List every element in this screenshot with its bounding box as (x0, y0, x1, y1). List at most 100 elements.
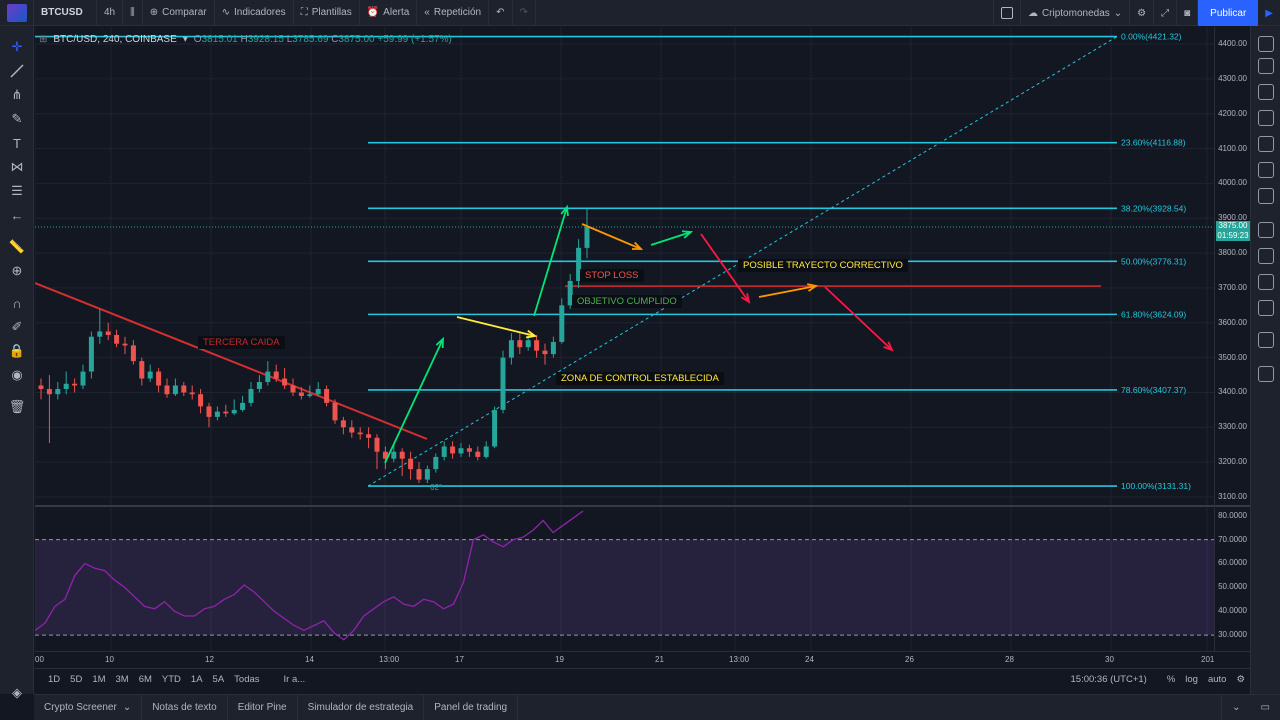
redo-button[interactable]: ↷ (513, 0, 536, 26)
candle-body (483, 446, 489, 457)
replay-button[interactable]: «Repetición (417, 0, 490, 26)
annotation-arrow-head (807, 283, 819, 292)
annotation-angle: 62° (430, 483, 443, 492)
legend-dropdown-icon[interactable]: ▾ (182, 34, 188, 45)
legend-symbol[interactable]: BTC/USD, 240, COINBASE (53, 34, 177, 45)
price-tick: 4300.00 (1218, 73, 1247, 83)
percent-toggle[interactable]: % (1166, 674, 1176, 685)
goto-date-button[interactable]: Ir a... (283, 674, 306, 685)
trash-icon[interactable]: 🗑 (8, 399, 26, 414)
chat-icon[interactable] (1258, 222, 1274, 238)
auto-toggle[interactable]: auto (1207, 674, 1227, 685)
tab-crypto-screener[interactable]: Crypto Screener ⌄ (34, 694, 143, 720)
play-circle-icon: ▶ (1265, 7, 1273, 19)
snapshot-button[interactable]: ◙ (1177, 0, 1199, 26)
layers-icon[interactable]: ◈ (12, 685, 22, 700)
indicators-button[interactable]: ∿ Indicadores (215, 0, 294, 26)
news-icon[interactable] (1258, 162, 1274, 178)
pattern-tool-icon[interactable]: ⋈ (10, 159, 24, 174)
market-dropdown[interactable]: ☁ Criptomonedas ⌄ (1021, 0, 1131, 26)
broadcast-icon[interactable] (1258, 274, 1274, 290)
interval-button[interactable]: 4h (97, 0, 124, 26)
range-3m[interactable]: 3M (115, 674, 129, 685)
templates-button[interactable]: ⛶ Plantillas (294, 0, 360, 26)
range-5d[interactable]: 5D (70, 674, 83, 685)
range-1d[interactable]: 1D (48, 674, 61, 685)
annotation-arrow-head (525, 329, 538, 339)
candle-body (466, 448, 472, 452)
text-tool-icon[interactable]: T (13, 135, 21, 151)
plus-circle-icon: ⊕ (149, 7, 159, 18)
fib-level-label: 38.20%(3928.54) (1121, 203, 1186, 213)
log-toggle[interactable]: log (1185, 674, 1198, 685)
ruler-tool-icon[interactable]: 📏 (8, 239, 26, 254)
range-1a[interactable]: 1A (190, 674, 203, 685)
legend-close: 3875.00 (338, 34, 375, 45)
tab-notas[interactable]: Notas de texto (142, 694, 228, 720)
logo[interactable] (0, 0, 34, 26)
play-button[interactable]: ▶ (1258, 0, 1280, 26)
symbol-search-button[interactable]: BTCUSD (34, 0, 97, 26)
time-tick: 12 (205, 655, 214, 664)
trend-line-tool-icon[interactable] (8, 62, 26, 80)
prediction-tool-icon[interactable]: ☰ (11, 183, 23, 198)
crosshair-tool-icon[interactable]: ✛ (11, 39, 23, 54)
watchlist-icon[interactable] (1258, 36, 1274, 52)
eye-icon[interactable]: ◉ (11, 367, 23, 382)
chart-settings-icon[interactable]: ⚙ (1236, 674, 1245, 685)
chart-legend: ⊞ BTC/USD, 240, COINBASE ▾ O3815.01 H392… (39, 34, 452, 45)
legend-toggle-icon[interactable]: ⊞ (39, 34, 48, 45)
rsi-axis[interactable]: 80.0000 70.0000 60.0000 50.0000 40.0000 30.00… (1214, 508, 1250, 651)
tab-panel-trading[interactable]: Panel de trading (424, 694, 519, 720)
order-panel-icon[interactable] (1258, 366, 1274, 382)
annotation-tercera-caida[interactable]: TERCERA CAIDA (198, 336, 285, 349)
annotation-zona[interactable]: ZONA DE CONTROL ESTABLECIDA (556, 372, 724, 385)
compare-button[interactable]: ⊕ Comparar (143, 0, 215, 26)
back-arrow-icon[interactable]: ← (10, 207, 24, 223)
undo-button[interactable]: ↶ (489, 0, 513, 26)
data-window-icon[interactable] (1258, 84, 1274, 100)
tab-simulador[interactable]: Simulador de estrategia (298, 694, 425, 720)
pitchfork-tool-icon[interactable]: ⋔ (11, 87, 23, 102)
redo-icon: ↷ (519, 7, 528, 18)
maximize-panel-button[interactable]: ▭ (1251, 695, 1280, 720)
candles-icon: ⫼ (130, 7, 135, 18)
fullscreen-button[interactable]: ⤢ (1154, 0, 1178, 26)
zoom-in-icon[interactable]: ⊕ (11, 263, 23, 278)
tab-editor-pine[interactable]: Editor Pine (228, 694, 298, 720)
chart-type-button[interactable]: ⫼ (123, 0, 143, 26)
collapse-panel-button[interactable]: ⌄ (1221, 694, 1250, 720)
messages-icon[interactable] (1258, 332, 1274, 348)
range-5a[interactable]: 5A (212, 674, 225, 685)
fib-level-label: 78.60%(3407.37) (1121, 385, 1186, 395)
layout-button[interactable] (992, 0, 1021, 26)
annotation-stop-loss[interactable]: STOP LOSS (580, 269, 644, 282)
range-ytd[interactable]: YTD (161, 674, 181, 685)
ideas-icon[interactable] (1258, 188, 1274, 204)
streams-icon[interactable] (1258, 248, 1274, 264)
chart-area[interactable]: 0.00%(4421.32) 23.60%(4116.88) 38.20%(3928… (35, 27, 1250, 694)
alert-button[interactable]: ⏰ Alerta (360, 0, 418, 26)
calendar-icon[interactable] (1258, 136, 1274, 152)
range-todas[interactable]: Todas (234, 674, 260, 685)
lock-icon[interactable]: 🔒 (8, 343, 26, 358)
candle-body (256, 382, 262, 389)
annotation-posible[interactable]: POSIBLE TRAYECTO CORRECTIVO (738, 259, 908, 272)
price-axis[interactable]: 4400.00 4300.00 4200.00 4100.00 4000.00 3900.… (1214, 27, 1250, 506)
settings-button[interactable]: ⚙ (1130, 0, 1155, 26)
publish-button[interactable]: Publicar (1198, 0, 1259, 26)
lock-drawing-icon[interactable]: ✐ (11, 319, 23, 334)
brush-tool-icon[interactable]: ✎ (11, 111, 23, 126)
clock-label[interactable]: 15:00:36 (UTC+1) (1070, 674, 1147, 685)
hotlist-icon[interactable] (1258, 110, 1274, 126)
annotation-objetivo[interactable]: OBJETIVO CUMPLIDO (572, 295, 682, 308)
range-6m[interactable]: 6M (138, 674, 152, 685)
alarm-icon[interactable] (1258, 58, 1274, 74)
magnet-icon[interactable]: ∩ (12, 295, 22, 311)
range-1m[interactable]: 1M (92, 674, 106, 685)
notifications-icon[interactable] (1258, 300, 1274, 316)
time-tick: 26 (905, 655, 914, 664)
chart-canvas[interactable]: 0.00%(4421.32) 23.60%(4116.88) 38.20%(3928… (35, 27, 1250, 694)
price-tick: 3300.00 (1218, 422, 1247, 432)
time-axis[interactable]: 00 10 12 14 13:00 17 19 21 13:00 24 26 28 30 201 (35, 651, 1250, 668)
